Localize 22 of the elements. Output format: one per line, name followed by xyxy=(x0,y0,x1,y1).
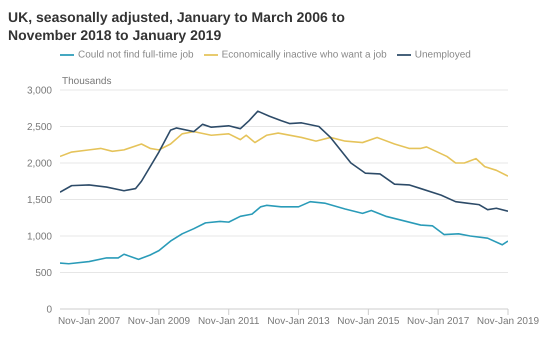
legend-label: Unemployed xyxy=(414,50,471,61)
y-tick-label: 3,000 xyxy=(26,86,52,97)
chart-title: UK, seasonally adjusted, January to March 2006 to November 2018 to January 2019 xyxy=(8,8,346,44)
x-tick-label: Nov-Jan 2015 xyxy=(337,316,400,328)
line-series xyxy=(60,110,508,212)
x-tick-label: Nov-Jan 2011 xyxy=(198,316,260,328)
line-series xyxy=(60,130,508,177)
line-series xyxy=(60,200,508,265)
legend-label: Economically inactive who want a job xyxy=(222,50,387,61)
y-axis-title: Thousands xyxy=(62,76,112,87)
y-tick-label: 2,500 xyxy=(26,122,52,134)
y-tick-label: 2,000 xyxy=(26,158,52,170)
x-tick-label: Nov-Jan 2017 xyxy=(407,316,470,328)
y-tick-label: 0 xyxy=(46,304,52,316)
y-tick-label: 1,000 xyxy=(26,232,52,243)
y-tick-label: 500 xyxy=(35,268,52,280)
x-tick-label: Nov-Jan 2009 xyxy=(128,316,190,328)
x-tick-label: Nov-Jan 2007 xyxy=(58,316,121,328)
y-tick-label: 1,500 xyxy=(26,195,52,206)
x-tick-label: Nov-Jan 2019 xyxy=(476,316,540,328)
x-tick-label: Nov-Jan 2013 xyxy=(267,316,330,328)
legend-label: Could not find full-time job xyxy=(78,50,194,61)
